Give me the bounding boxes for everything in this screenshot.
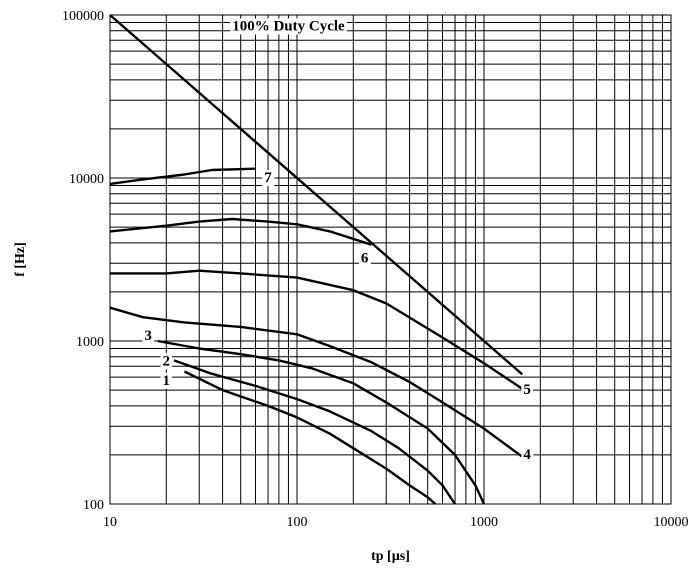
curve-label-5-bg bbox=[521, 382, 533, 399]
series-line-5 bbox=[110, 269, 523, 390]
tick-labels: 10 100 1000 10000 100 1000 10000 100000 bbox=[62, 9, 689, 530]
curve-label-5-text: 5 bbox=[523, 382, 531, 398]
curve-label-4-text: 4 bbox=[523, 447, 531, 463]
y-axis-title: f [Hz] bbox=[13, 242, 28, 277]
y-tick-label: 100000 bbox=[62, 9, 104, 24]
series-line-3 bbox=[157, 339, 486, 505]
curve-label-7: 7 bbox=[262, 170, 275, 186]
series-line-1 bbox=[183, 370, 437, 505]
x-tick-label: 100 bbox=[287, 515, 308, 530]
curve-label-3-text: 3 bbox=[144, 328, 152, 344]
curve-label-3: 3 bbox=[142, 328, 154, 345]
curve-label-5: 5 bbox=[521, 382, 533, 399]
series-line-2 bbox=[173, 359, 456, 505]
curve-label-1: 1 bbox=[160, 372, 173, 389]
grid bbox=[109, 14, 672, 505]
y-tick-label: 10000 bbox=[69, 172, 104, 187]
series-line-4 bbox=[109, 306, 523, 458]
series-line-100-duty-cycle bbox=[109, 14, 523, 376]
duty-cycle-annotation: 100% Duty Cycle bbox=[230, 18, 348, 35]
curve-label-7-text: 7 bbox=[264, 170, 272, 186]
curve-label-6-bg bbox=[358, 250, 371, 267]
curve-label-4-bg bbox=[521, 446, 534, 463]
curve-label-7-bg bbox=[262, 170, 275, 186]
duty-cycle-annotation-bg bbox=[230, 18, 348, 35]
series-line-7 bbox=[109, 167, 256, 186]
curve-label-2-bg bbox=[160, 353, 173, 370]
x-axis-title: tp [µs] bbox=[371, 549, 410, 564]
curve-label-2-text: 2 bbox=[163, 353, 171, 369]
series-group bbox=[109, 14, 523, 505]
curve-label-3-bg bbox=[142, 328, 154, 345]
duty-cycle-annotation-text: 100% Duty Cycle bbox=[232, 19, 345, 35]
curve-label-2: 2 bbox=[160, 353, 173, 370]
curve-label-1-text: 1 bbox=[163, 373, 171, 389]
curve-label-6: 6 bbox=[358, 250, 371, 267]
curve-label-1-bg bbox=[160, 372, 173, 389]
x-tick-label: 10000 bbox=[654, 515, 689, 530]
y-tick-label: 100 bbox=[83, 498, 104, 513]
x-tick-label: 10 bbox=[103, 515, 117, 530]
curve-label-4: 4 bbox=[521, 446, 534, 463]
curve-label-6-text: 6 bbox=[361, 251, 369, 267]
plot-frame bbox=[109, 14, 672, 505]
y-tick-label: 1000 bbox=[76, 335, 104, 350]
x-tick-label: 1000 bbox=[470, 515, 498, 530]
series-line-6 bbox=[109, 217, 372, 246]
